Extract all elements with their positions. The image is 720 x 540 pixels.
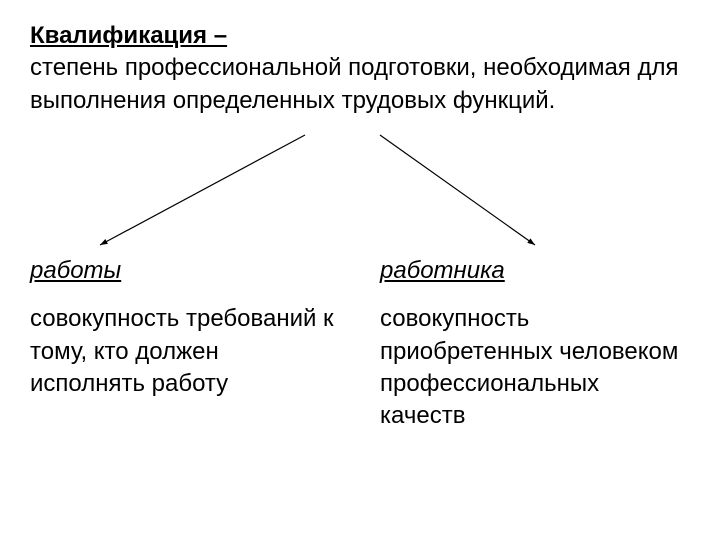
arrow-right-head	[527, 239, 535, 246]
arrows-svg	[30, 127, 690, 257]
right-body: совокупность приобретенных человеком про…	[380, 303, 690, 433]
column-left: работы совокупность требований к тому, к…	[30, 257, 340, 433]
header-block: Квалификация – степень профессиональной …	[30, 20, 690, 117]
arrow-left-line	[100, 135, 305, 245]
columns-wrapper: работы совокупность требований к тому, к…	[30, 257, 690, 433]
arrow-left-head	[100, 239, 108, 245]
arrow-right-line	[380, 135, 535, 245]
term-definition: степень профессиональной подготовки, нео…	[30, 54, 678, 113]
right-heading: работника	[380, 257, 690, 285]
left-body: совокупность требований к тому, кто долж…	[30, 303, 340, 400]
left-heading: работы	[30, 257, 340, 285]
term-title: Квалификация –	[30, 22, 227, 49]
arrow-region	[30, 127, 690, 257]
column-right: работника совокупность приобретенных чел…	[380, 257, 690, 433]
